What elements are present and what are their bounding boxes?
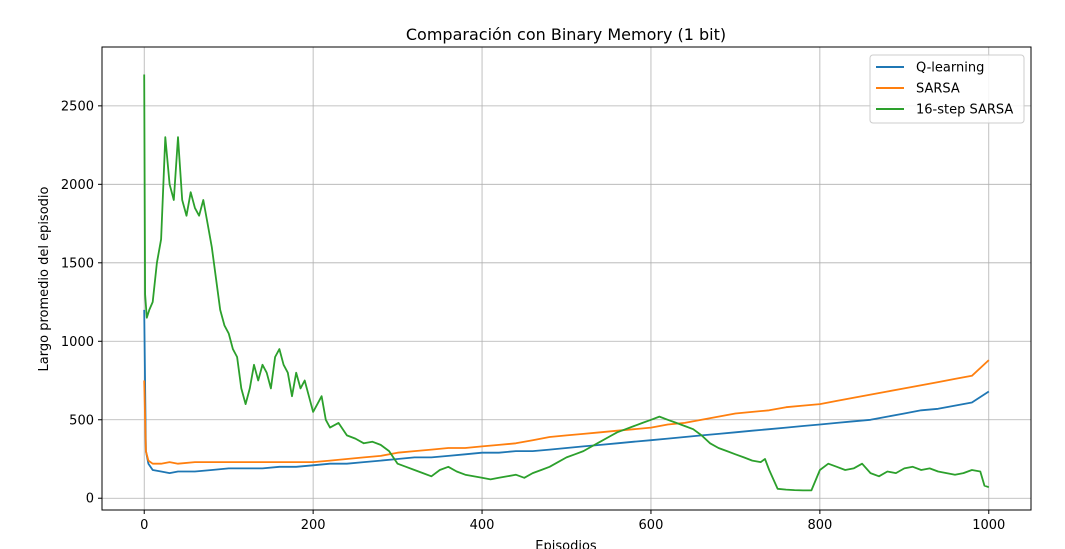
legend-label: 16-step SARSA [916,103,1013,118]
y-axis-label: Largo promedio del episodio [37,186,52,371]
legend-label: SARSA [916,82,960,97]
legend-box [869,54,1025,124]
y-tick-label: 500 [69,413,94,428]
x-tick-label: 400 [470,518,495,533]
ticks: 0 200 400 600 800 1000 0 500 1000 1500 2000 2500 [61,99,1005,533]
plot-frame [101,46,1032,511]
x-axis-label: Episodios [535,539,597,549]
grid [102,47,1031,510]
series-line-2 [143,74,990,492]
y-tick-label: 0 [86,492,94,507]
x-tick-label: 600 [639,518,664,533]
y-tick-label: 2000 [61,178,94,193]
x-tick-label: 800 [807,518,832,533]
x-tick-label: 1000 [972,518,1005,533]
y-tick-label: 2500 [61,99,94,114]
x-tick-label: 0 [140,518,148,533]
series-line-1 [143,359,990,465]
y-tick-label: 1500 [61,256,94,271]
legend: Q-learning SARSA 16-step SARSA [869,54,1025,124]
series-line-0 [143,309,990,475]
series-layer [143,74,990,492]
x-tick-label: 200 [301,518,326,533]
chart-title: Comparación con Binary Memory (1 bit) [406,25,726,44]
legend-label: Q-learning [916,61,984,76]
y-tick-label: 1000 [61,335,94,350]
